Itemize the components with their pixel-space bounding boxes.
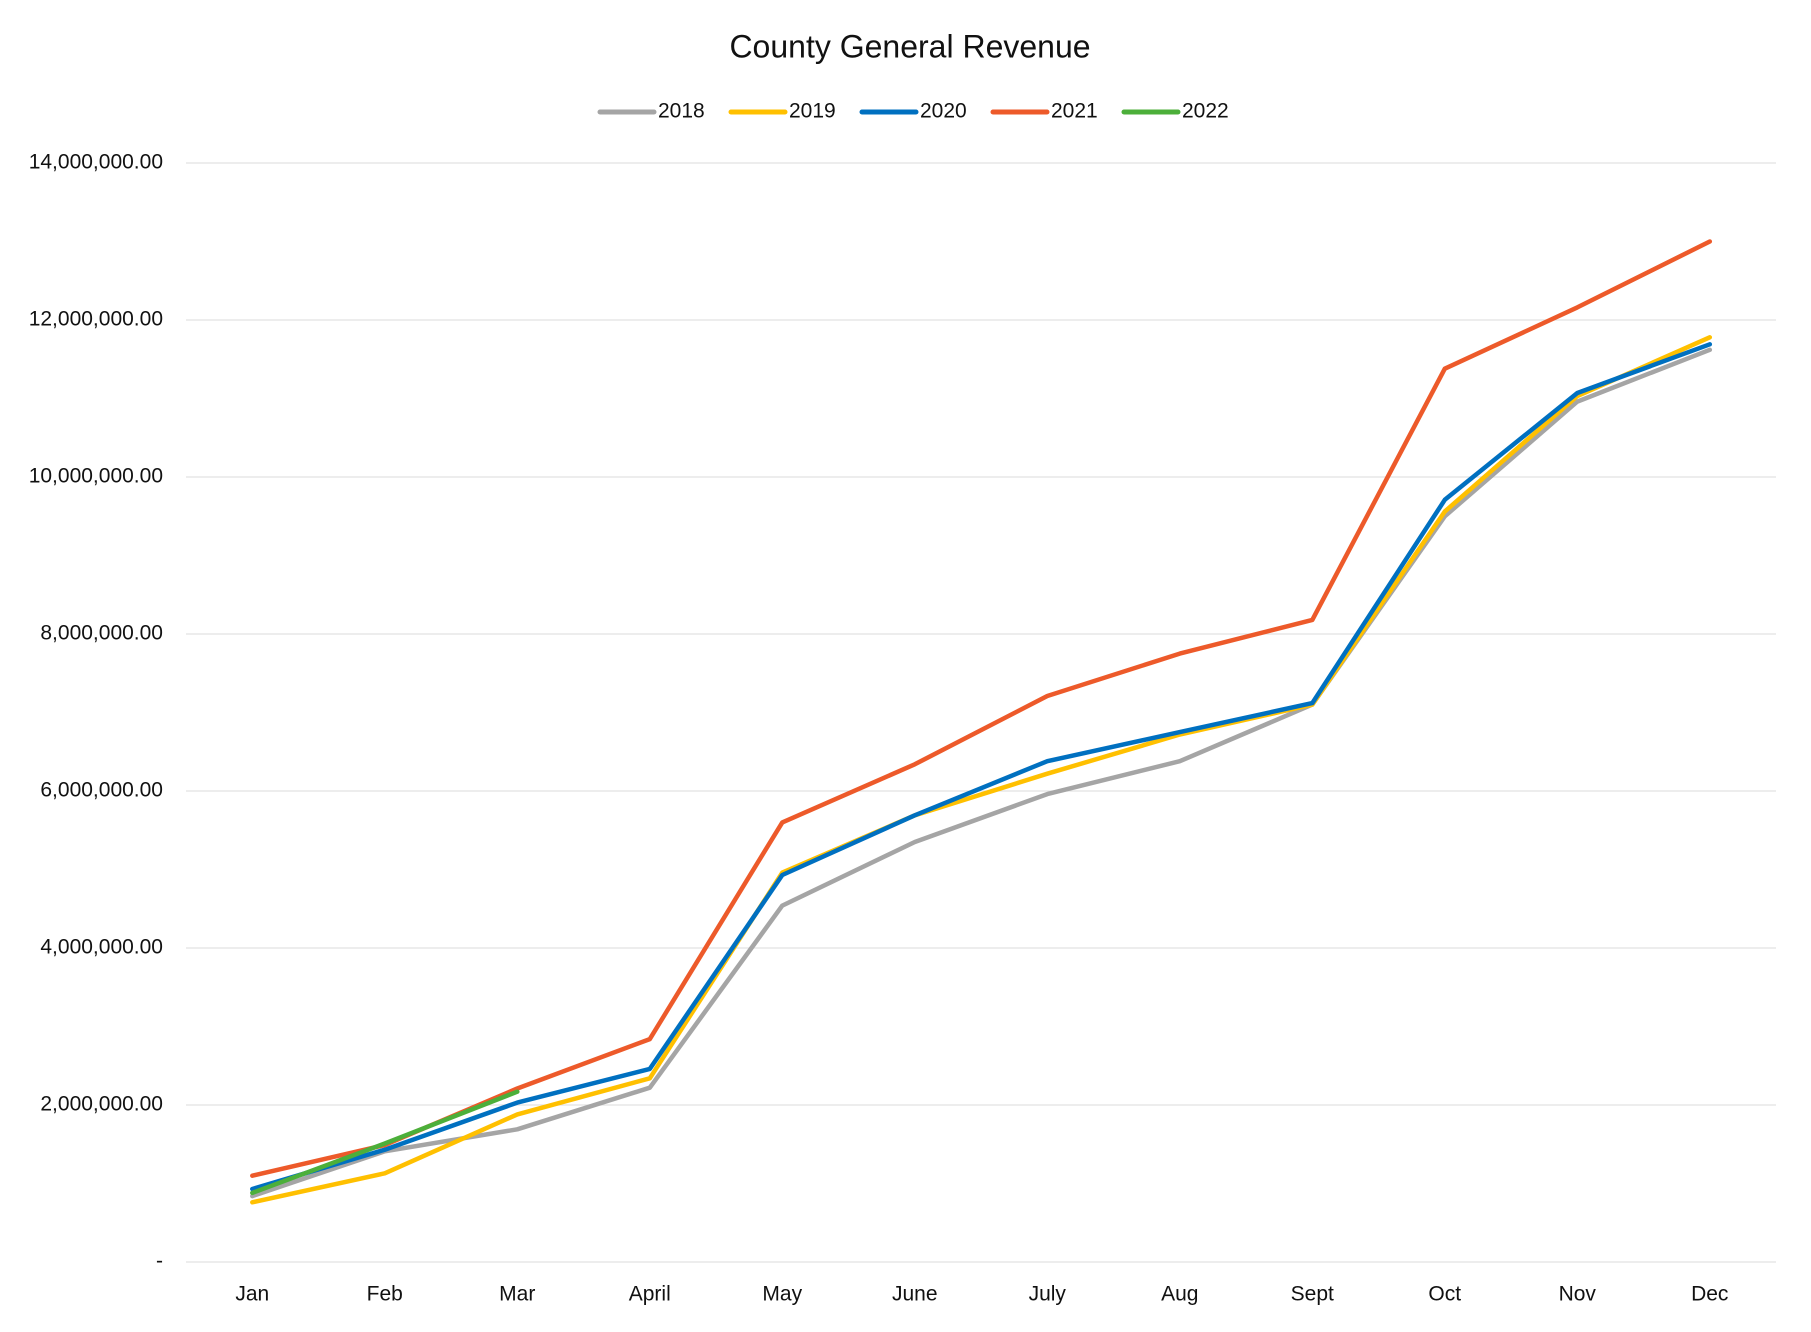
series-line [250, 347, 1713, 1199]
x-tick-label: Feb [367, 1283, 403, 1306]
y-tick-label: 14,000,000.00 [29, 151, 163, 174]
y-tick-label: 10,000,000.00 [29, 465, 163, 488]
x-tick-label: Sept [1291, 1283, 1334, 1306]
x-tick-label: June [892, 1283, 938, 1306]
x-tick-label: Dec [1691, 1283, 1728, 1306]
series-line [250, 342, 1713, 1192]
x-tick-label: Jan [235, 1283, 269, 1306]
series-line [250, 335, 1713, 1205]
x-tick-label: Nov [1559, 1283, 1597, 1306]
x-tick-label: Mar [499, 1283, 535, 1306]
legend-label: 2018 [658, 100, 705, 123]
legend-label: 2020 [920, 100, 967, 123]
x-tick-label: Aug [1161, 1283, 1198, 1306]
x-tick-label: July [1029, 1283, 1067, 1306]
y-tick-label: 8,000,000.00 [40, 622, 163, 645]
x-tick-label: Oct [1428, 1283, 1461, 1306]
legend-label: 2019 [789, 100, 836, 123]
chart-title: County General Revenue [729, 28, 1090, 64]
x-tick-label: May [762, 1283, 802, 1306]
legend-label: 2021 [1051, 100, 1098, 123]
y-tick-label: 4,000,000.00 [40, 936, 163, 959]
y-tick-label: - [156, 1250, 163, 1273]
series-line [250, 1089, 520, 1196]
y-tick-label: 2,000,000.00 [40, 1093, 163, 1116]
y-tick-label: 12,000,000.00 [29, 308, 163, 331]
legend-label: 2022 [1182, 100, 1229, 123]
y-tick-label: 6,000,000.00 [40, 779, 163, 802]
x-tick-label: April [629, 1283, 671, 1306]
series-line [250, 239, 1713, 1178]
